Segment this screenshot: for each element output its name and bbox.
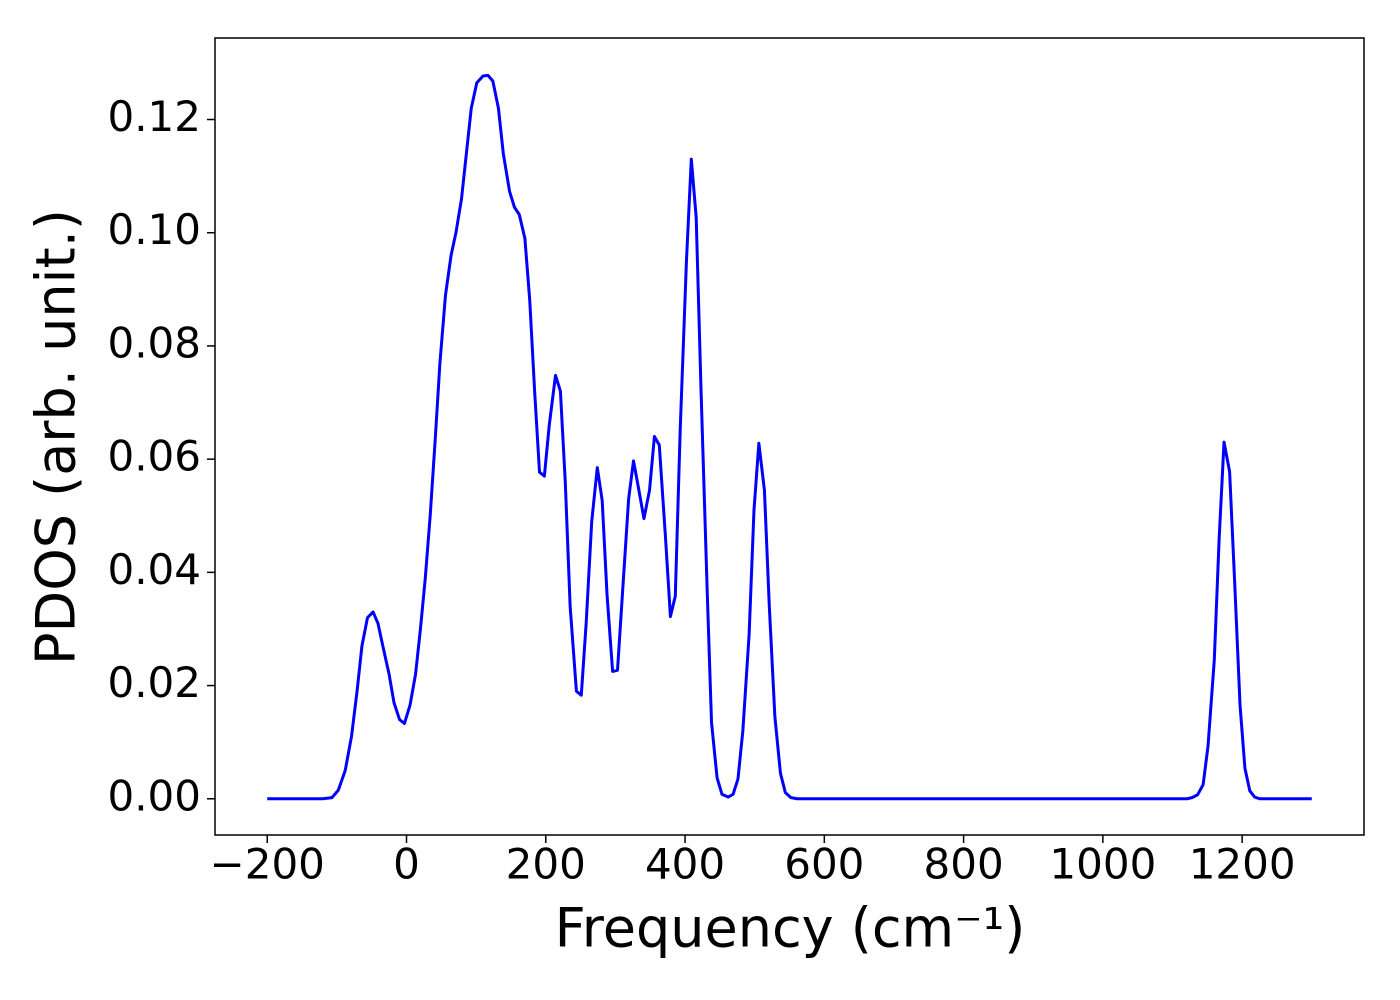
y-tick-label: 0.12	[107, 92, 201, 141]
x-tick-label: 0	[393, 840, 420, 889]
y-tick-label: 0.00	[107, 771, 201, 820]
x-tick-label: 1200	[1189, 840, 1296, 889]
x-tick-label: 600	[784, 840, 864, 889]
y-axis-label: PDOS (arb. unit.)	[25, 209, 88, 665]
x-tick-label: 200	[506, 840, 586, 889]
x-axis-label: Frequency (cm⁻¹)	[555, 897, 1026, 960]
x-tick-label: −200	[210, 840, 325, 889]
y-tick-label: 0.10	[107, 205, 201, 254]
y-tick-label: 0.06	[107, 432, 201, 481]
x-tick-label: 400	[645, 840, 725, 889]
plot-frame	[214, 37, 1365, 836]
x-tick-label: 1000	[1049, 840, 1156, 889]
y-tick-label: 0.02	[107, 658, 201, 707]
line-series	[267, 73, 1312, 801]
y-tick-label: 0.04	[107, 545, 201, 594]
y-tick-label: 0.08	[107, 318, 201, 367]
x-tick-label: 800	[924, 840, 1004, 889]
